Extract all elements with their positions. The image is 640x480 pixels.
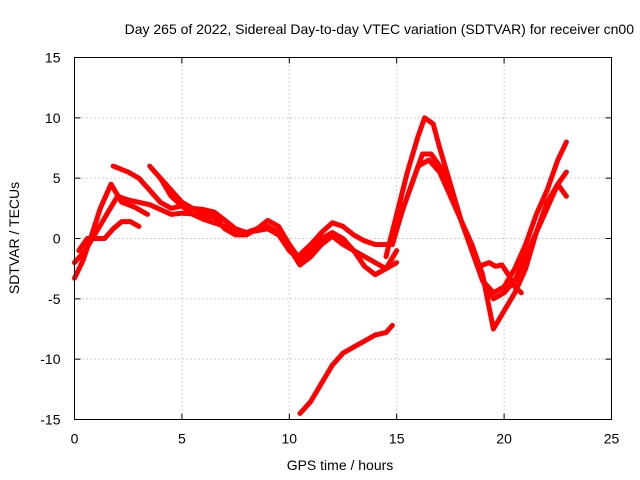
y-tick-label: -15 xyxy=(40,412,60,428)
series-group xyxy=(72,115,569,416)
x-tick-label: 15 xyxy=(389,431,405,447)
x-axis-label: GPS time / hours xyxy=(287,457,394,473)
y-tick-label: 15 xyxy=(45,50,61,66)
y-tick-label: 0 xyxy=(53,231,61,247)
series-line-sat-f xyxy=(157,175,400,278)
x-tick-label: 5 xyxy=(178,431,186,447)
y-axis-label: SDTVAR / TECUs xyxy=(6,182,22,294)
series-line-sat-e xyxy=(147,163,400,272)
series-line-sat-b xyxy=(72,193,228,266)
series-line-sat-k xyxy=(480,260,524,296)
series-line-sat-a xyxy=(72,181,150,281)
y-tick-label: 5 xyxy=(53,170,61,186)
y-tick-label: -10 xyxy=(40,351,60,367)
x-tick-label: 25 xyxy=(604,431,620,447)
series-line-sat-j xyxy=(394,157,569,332)
y-tick-label: -5 xyxy=(48,291,61,307)
x-tick-label: 10 xyxy=(282,431,298,447)
series-line-sat-c xyxy=(76,219,142,254)
y-tick-label: 10 xyxy=(45,110,61,126)
x-tick-label: 20 xyxy=(496,431,512,447)
axis-ticks: 0 5 10 15 20 25 -15 -10 -5 0 5 10 15 xyxy=(40,50,619,447)
chart-title: Day 265 of 2022, Sidereal Day-to-day VTE… xyxy=(125,21,635,37)
series-line-sat-g xyxy=(297,322,395,416)
x-tick-label: 0 xyxy=(71,431,79,447)
